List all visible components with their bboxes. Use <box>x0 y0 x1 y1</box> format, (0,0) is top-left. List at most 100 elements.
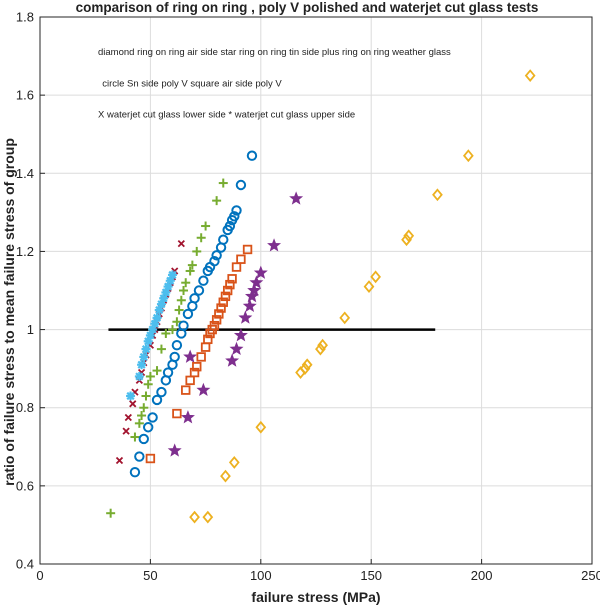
plus-point <box>192 246 202 256</box>
asterisk-point <box>167 270 177 280</box>
diamond-point <box>255 420 267 434</box>
plus-point <box>106 508 116 518</box>
square-point <box>181 385 191 395</box>
diamond-point <box>370 270 381 284</box>
y-tick-label: 0.8 <box>16 400 34 415</box>
circle-point <box>142 422 154 433</box>
x-point <box>122 427 130 435</box>
square-point <box>214 309 224 319</box>
square-point <box>192 361 202 372</box>
plus-point <box>187 260 197 270</box>
star-point <box>253 265 268 279</box>
asterisk-point <box>134 371 144 381</box>
y-axis-label: ratio of failure stress to mean failure … <box>1 138 17 486</box>
data-points <box>106 69 536 524</box>
plus-point <box>172 317 182 327</box>
plus-point <box>174 305 184 315</box>
square-point <box>242 244 253 255</box>
diamond-point <box>403 229 415 243</box>
circle-point <box>224 220 236 232</box>
circle-point <box>169 351 180 363</box>
circle-point <box>235 179 247 191</box>
x-axis-label: failure stress (MPa) <box>251 589 380 605</box>
diamond-point <box>202 510 214 524</box>
x-tick-label: 0 <box>36 568 43 583</box>
plus-point <box>156 344 166 354</box>
plus-point <box>167 325 177 335</box>
plus-point <box>179 286 189 295</box>
star-point <box>233 328 248 342</box>
circle-point <box>129 466 141 478</box>
plus-point <box>130 432 140 442</box>
circle-point <box>178 320 189 331</box>
plus-point <box>196 233 206 243</box>
circle-point <box>134 451 145 462</box>
square-point <box>196 352 206 362</box>
plus-point <box>141 391 151 401</box>
square-point <box>222 285 233 296</box>
square-point <box>209 320 220 331</box>
y-tick-label: 1.6 <box>16 88 34 103</box>
plus-point <box>139 403 149 413</box>
square-point <box>227 274 237 284</box>
x-point <box>177 239 185 248</box>
diamond-point <box>432 188 443 202</box>
circle-point <box>151 394 163 406</box>
diamond-point <box>363 280 375 293</box>
x-tick-label: 100 <box>250 568 272 583</box>
y-tick-label: 1.4 <box>16 166 34 181</box>
asterisk-point <box>137 360 147 370</box>
diamond-point <box>220 469 231 483</box>
circle-point <box>198 275 209 286</box>
square-point <box>185 375 195 386</box>
diamond-point <box>339 311 351 325</box>
asterisk-point <box>141 344 151 354</box>
plus-point <box>181 278 191 288</box>
diamond-point <box>315 342 326 356</box>
x-point <box>115 456 124 465</box>
diamond-point <box>317 338 328 352</box>
circle-point <box>218 234 229 245</box>
square-point <box>189 367 200 378</box>
circle-point <box>229 211 240 222</box>
circle-point <box>193 285 205 296</box>
square-point <box>225 279 235 290</box>
plus-point <box>145 371 155 381</box>
diamond-point <box>189 510 200 524</box>
plus-point <box>137 411 147 421</box>
square-point <box>216 303 226 313</box>
diamond-point <box>299 362 311 376</box>
plus-point <box>152 366 162 376</box>
star-point <box>180 410 195 424</box>
x-tick-label: 50 <box>143 568 157 583</box>
plus-point <box>212 196 222 206</box>
circle-point <box>156 386 167 398</box>
star-point <box>225 353 240 367</box>
square-point <box>203 334 213 345</box>
square-point <box>236 254 246 264</box>
star-point <box>247 283 262 297</box>
diamond-point <box>228 456 240 469</box>
plus-point <box>185 266 195 276</box>
square-point <box>145 453 156 464</box>
x-tick-label: 150 <box>360 568 382 583</box>
grid-lines <box>39 16 593 565</box>
circle-point <box>209 255 220 267</box>
plus-point <box>218 178 228 188</box>
circle-point <box>246 150 258 161</box>
square-point <box>231 262 242 272</box>
circle-point <box>189 293 200 304</box>
x-point <box>124 413 132 422</box>
asterisk-point <box>139 352 149 362</box>
plus-point <box>134 418 144 428</box>
tick-labels: 0 50 100 150 200 250 0.4 0.6 0.8 1 1.2 1.4 1.6 1.8 <box>16 10 600 584</box>
y-tick-label: 0.6 <box>16 478 34 493</box>
star-point <box>249 275 264 289</box>
legend-annotations: diamond ring on ring air side star ring … <box>98 47 451 121</box>
circle-point <box>211 250 222 261</box>
square-point <box>218 297 228 307</box>
circle-point <box>162 367 174 378</box>
asterisk-point <box>126 391 136 401</box>
annotation-text: X waterjet cut glass lower side * waterj… <box>98 110 355 121</box>
